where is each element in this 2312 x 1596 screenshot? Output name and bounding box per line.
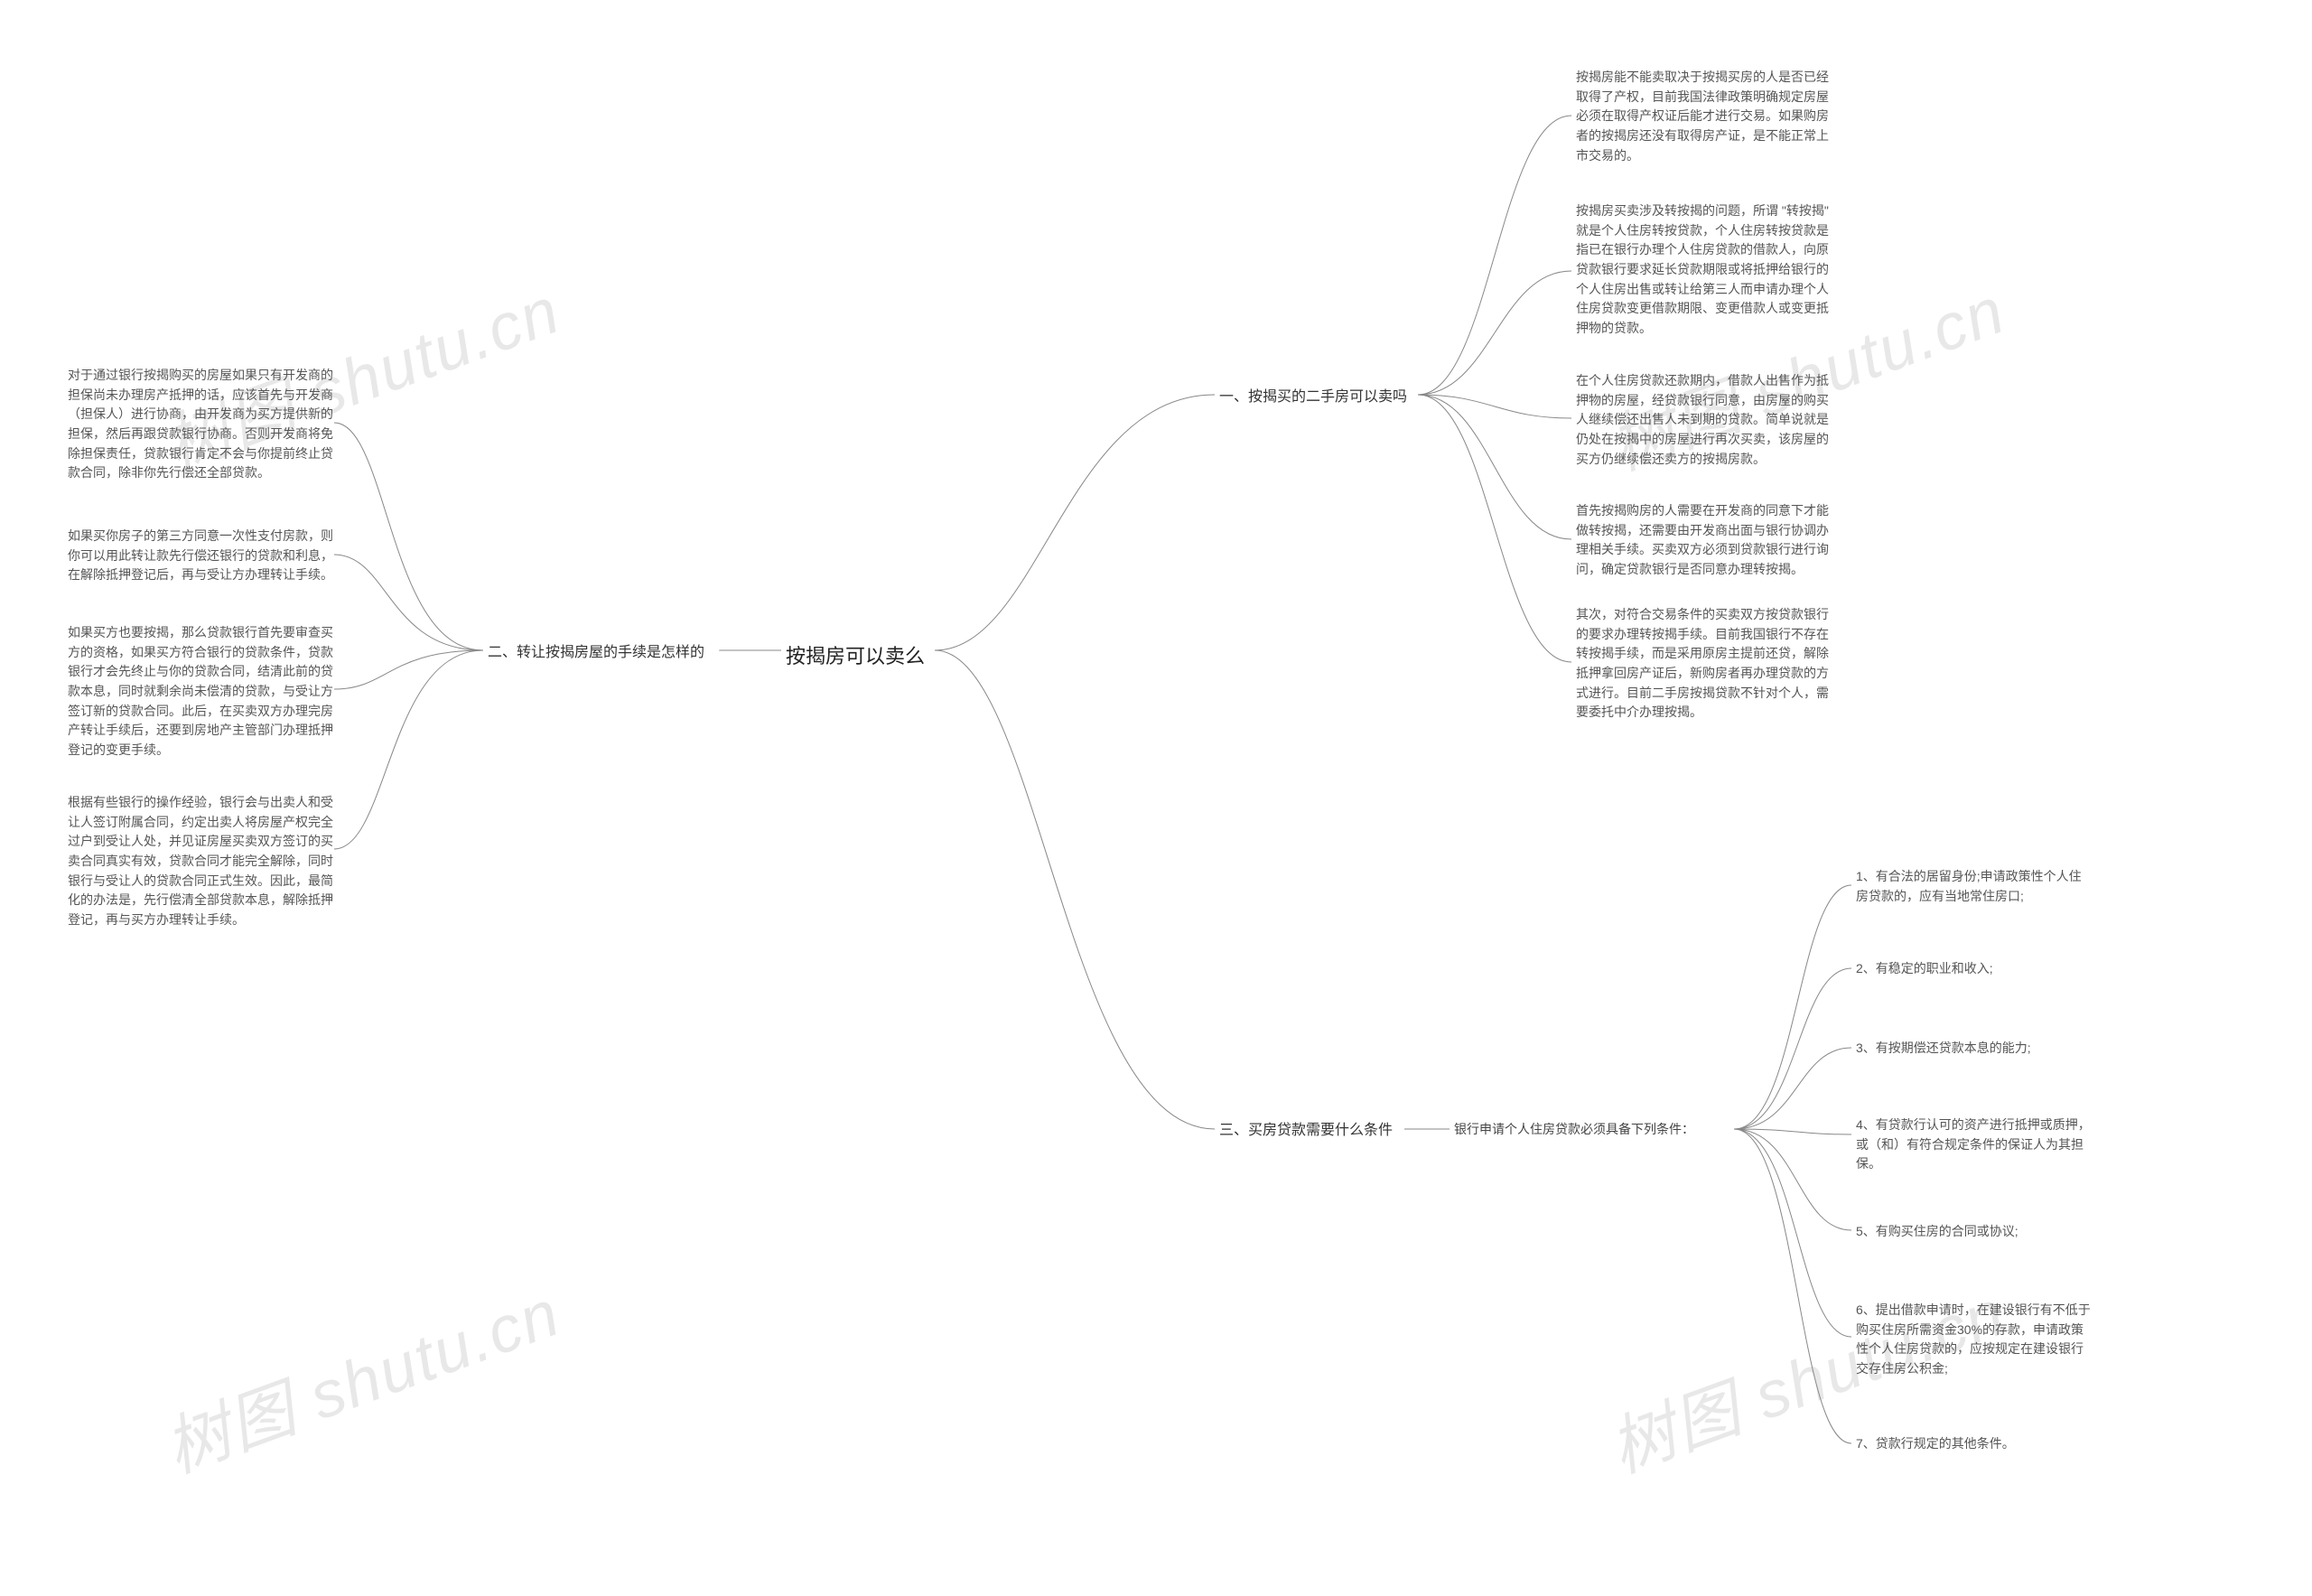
- leaf-node: 5、有购买住房的合同或协议;: [1856, 1222, 2018, 1242]
- leaf-node: 7、贷款行规定的其他条件。: [1856, 1434, 2015, 1454]
- watermark: 树图 shutu.cn: [150, 1260, 571, 1490]
- leaf-node: 6、提出借款申请时，在建设银行有不低于购买住房所需资金30%的存款，申请政策性个…: [1856, 1301, 2091, 1379]
- leaf-node: 根据有些银行的操作经验，银行会与出卖人和受让人签订附属合同，约定出卖人将房屋产权…: [68, 793, 339, 930]
- leaf-node: 在个人住房贷款还款期内，借款人出售作为抵押物的房屋，经贷款银行同意，由房屋的购买…: [1576, 371, 1829, 469]
- leaf-node: 按揭房买卖涉及转按揭的问题，所谓 "转按揭" 就是个人住房转按贷款，个人住房转按…: [1576, 201, 1829, 339]
- leaf-node: 如果买你房子的第三方同意一次性支付房款，则你可以用此转让款先行偿还银行的贷款和利…: [68, 527, 339, 585]
- leaf-node: 对于通过银行按揭购买的房屋如果只有开发商的担保尚未办理房产抵押的话，应该首先与开…: [68, 366, 339, 483]
- leaf-node: 2、有稳定的职业和收入;: [1856, 959, 1993, 979]
- leaf-node: 1、有合法的居留身份;申请政策性个人住房贷款的，应有当地常住房口;: [1856, 867, 2091, 906]
- leaf-node: 4、有贷款行认可的资产进行抵押或质押，或（和）有符合规定条件的保证人为其担保。: [1856, 1115, 2091, 1174]
- branch-3: 三、买房贷款需要什么条件: [1219, 1120, 1393, 1143]
- leaf-node: 如果买方也要按揭，那么贷款银行首先要审查买方的资格，如果买方符合银行的贷款条件，…: [68, 623, 339, 761]
- leaf-node: 其次，对符合交易条件的买卖双方按贷款银行的要求办理转按揭手续。目前我国银行不存在…: [1576, 605, 1829, 723]
- branch-2: 二、转让按揭房屋的手续是怎样的: [488, 642, 704, 665]
- branch-3-sub: 银行申请个人住房贷款必须具备下列条件：: [1454, 1120, 1694, 1140]
- leaf-node: 3、有按期偿还贷款本息的能力;: [1856, 1039, 2031, 1059]
- leaf-node: 首先按揭购房的人需要在开发商的同意下才能做转按揭，还需要由开发商出面与银行协调办…: [1576, 501, 1829, 580]
- root-node: 按揭房可以卖么: [786, 641, 925, 672]
- branch-1: 一、按揭买的二手房可以卖吗: [1219, 387, 1407, 409]
- leaf-node: 按揭房能不能卖取决于按揭买房的人是否已经取得了产权，目前我国法律政策明确规定房屋…: [1576, 68, 1829, 165]
